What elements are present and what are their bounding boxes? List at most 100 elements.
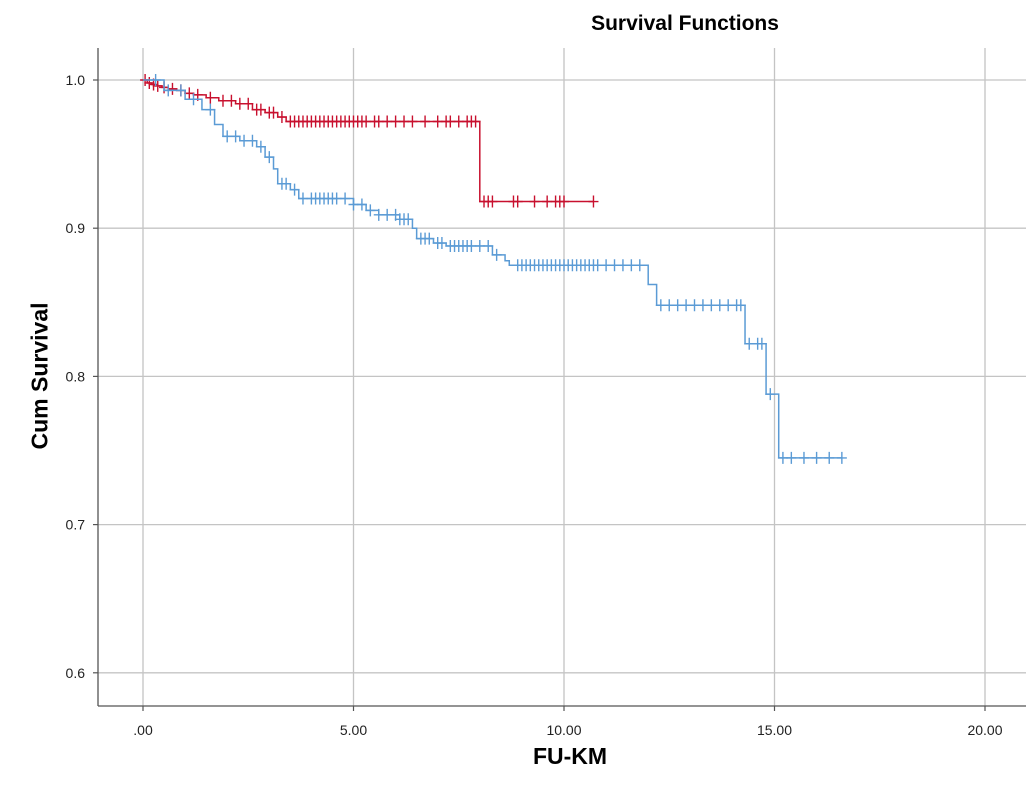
censor-mark — [634, 259, 645, 272]
censor-mark — [487, 195, 498, 208]
censor-mark — [777, 451, 788, 464]
censor-mark — [373, 115, 384, 128]
censor-mark — [281, 177, 292, 190]
censor-mark — [697, 299, 708, 312]
censor-mark — [239, 134, 250, 147]
censor-mark — [264, 151, 275, 164]
censor-mark — [348, 198, 359, 211]
y-tick-label: 0.9 — [66, 220, 86, 236]
censor-mark — [786, 451, 797, 464]
censor-mark — [167, 82, 178, 95]
censor-mark — [361, 115, 372, 128]
censor-mark — [289, 183, 300, 196]
censor-mark — [672, 299, 683, 312]
censor-mark — [331, 192, 342, 205]
censor-mark — [470, 115, 481, 128]
censor-mark — [744, 337, 755, 350]
censor-mark — [706, 299, 717, 312]
censor-mark — [491, 248, 502, 261]
censor-mark — [243, 97, 254, 110]
censor-mark — [512, 195, 523, 208]
censor-mark — [474, 239, 485, 252]
series-lines — [140, 74, 847, 464]
censor-mark — [365, 204, 376, 217]
censor-mark — [217, 94, 228, 107]
censor-mark — [276, 111, 287, 124]
censor-mark — [559, 195, 569, 208]
censor-mark — [617, 259, 628, 272]
censor-mark — [255, 103, 266, 116]
tick-labels: .00 5.00 10.00 15.00 20.00 0.6 0.7 0.8 0.9 1.0 — [66, 72, 1003, 738]
x-tick-label: 15.00 — [757, 722, 792, 738]
grid-lines — [98, 48, 1026, 706]
censor-mark — [382, 115, 393, 128]
censor-mark — [483, 239, 494, 252]
censor-mark — [268, 106, 279, 119]
chart-title: Survival Functions — [591, 12, 779, 35]
censor-mark — [432, 115, 443, 128]
censor-mark — [226, 94, 237, 107]
censor-mark — [163, 84, 174, 97]
censor-mark — [529, 195, 540, 208]
x-axis-label: FU-KM — [532, 743, 608, 769]
censor-mark — [407, 115, 418, 128]
censor-mark — [150, 74, 161, 86]
censor-mark — [356, 198, 367, 211]
censor-mark — [424, 232, 435, 245]
censor-mark — [714, 299, 725, 312]
censor-mark — [601, 259, 612, 272]
x-tick-label: .00 — [133, 722, 153, 738]
survival-series-2 — [143, 74, 847, 464]
censor-mark — [723, 299, 734, 312]
censor-mark — [756, 337, 767, 350]
censor-mark — [655, 299, 666, 312]
censor-mark — [184, 87, 195, 100]
censor-mark — [144, 76, 155, 89]
censor-mark — [234, 97, 245, 110]
x-tick-label: 20.00 — [967, 722, 1002, 738]
censor-mark — [609, 259, 620, 272]
censor-mark — [592, 259, 603, 272]
censor-mark — [542, 195, 553, 208]
y-tick-label: 0.6 — [66, 665, 86, 681]
censor-mark — [403, 213, 414, 226]
x-tick-label: 10.00 — [546, 722, 581, 738]
censor-mark — [255, 140, 266, 153]
survival-series-1 — [140, 74, 599, 208]
censor-mark — [188, 93, 199, 106]
censor-mark — [382, 208, 393, 221]
censor-mark — [626, 259, 637, 272]
censor-mark — [811, 451, 822, 464]
censor-mark — [681, 299, 692, 312]
censor-mark — [836, 451, 847, 464]
censor-mark — [222, 130, 233, 143]
censor-mark — [689, 299, 700, 312]
x-tick-label: 5.00 — [340, 722, 367, 738]
censor-mark — [230, 130, 241, 143]
censor-mark — [175, 84, 186, 97]
censor-mark — [205, 103, 216, 116]
censor-mark — [798, 451, 809, 464]
censor-mark — [436, 237, 447, 250]
censor-mark — [420, 115, 431, 128]
censor-mark — [399, 115, 410, 128]
censor-mark — [297, 192, 308, 205]
censor-mark — [390, 115, 401, 128]
censor-mark — [247, 134, 258, 147]
censor-mark — [466, 239, 477, 252]
y-tick-label: 1.0 — [66, 72, 86, 88]
censor-mark — [588, 195, 599, 208]
censor-mark — [824, 451, 835, 464]
censor-mark — [152, 79, 163, 92]
censor-mark — [205, 91, 216, 104]
censor-mark — [453, 115, 464, 128]
y-tick-label: 0.8 — [66, 368, 86, 384]
axes — [93, 48, 1026, 711]
censor-mark — [340, 192, 351, 205]
censor-mark — [373, 208, 384, 221]
survival-line — [143, 79, 842, 459]
censor-mark — [664, 299, 675, 312]
censor-mark — [735, 299, 746, 312]
